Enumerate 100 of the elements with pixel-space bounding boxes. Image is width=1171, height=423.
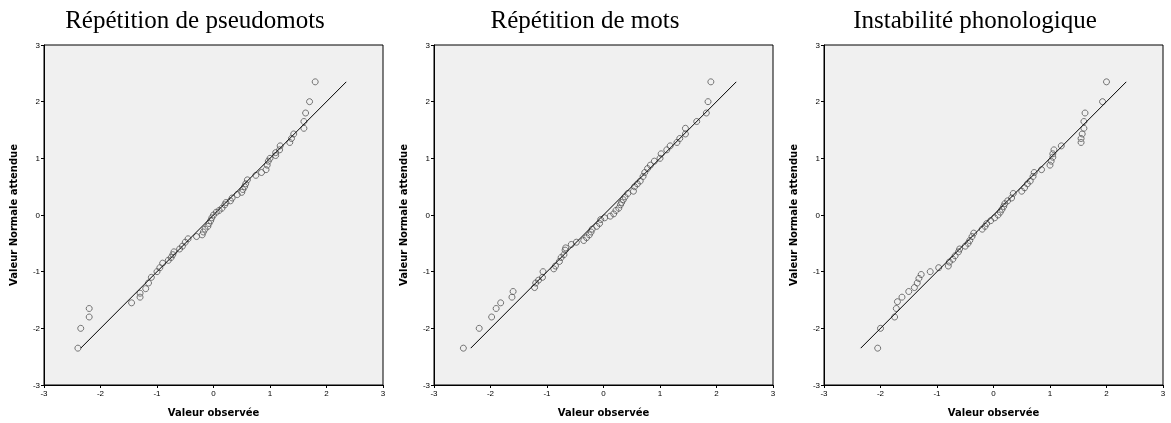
point <box>966 237 974 244</box>
point <box>641 169 649 176</box>
y-tick-label: 2 <box>35 97 41 107</box>
point <box>891 313 899 321</box>
point <box>535 276 543 284</box>
point <box>951 252 959 260</box>
point <box>935 264 943 272</box>
y-tick-label: -3 <box>812 380 821 390</box>
x-tick-label: -1 <box>153 388 162 398</box>
point <box>610 210 618 218</box>
y-tick-label: -3 <box>32 380 41 390</box>
point <box>1046 161 1054 169</box>
y-tick-label: 3 <box>815 40 821 50</box>
point <box>1049 150 1057 158</box>
point <box>666 142 674 150</box>
point <box>681 130 689 138</box>
point <box>1029 172 1037 180</box>
chart-title: Instabilité phonologique <box>853 6 1097 33</box>
point <box>1078 130 1086 138</box>
point <box>1021 184 1029 192</box>
y-tick-label: -2 <box>422 323 431 333</box>
y-tick-label: -2 <box>32 323 41 333</box>
y-tick-label: 2 <box>815 97 821 107</box>
point <box>475 324 483 332</box>
point <box>954 248 962 256</box>
y-tick-label: -3 <box>422 380 431 390</box>
point <box>1103 78 1110 86</box>
point <box>994 211 1002 219</box>
x-tick-label: -2 <box>876 388 885 398</box>
point <box>987 217 995 225</box>
y-tick-label: 0 <box>425 210 431 220</box>
x-tick-label: 1 <box>657 388 663 398</box>
point <box>624 189 632 197</box>
point <box>663 146 671 154</box>
x-tick-label: 2 <box>1104 388 1110 398</box>
point <box>657 150 665 158</box>
y-tick-label: 1 <box>35 153 41 163</box>
point <box>550 265 558 273</box>
point <box>633 180 641 188</box>
point <box>488 313 496 321</box>
y-tick-label: 1 <box>815 153 821 163</box>
point <box>1080 124 1088 132</box>
chart-title: Répétition de pseudomots <box>65 6 325 33</box>
point <box>991 214 999 222</box>
point <box>597 216 605 224</box>
point <box>636 177 644 185</box>
point <box>459 344 467 352</box>
x-tick-label: 0 <box>211 388 217 398</box>
point <box>538 273 546 281</box>
point <box>1026 177 1034 185</box>
point <box>580 237 588 244</box>
point <box>1077 135 1085 142</box>
chart-title: Répétition de mots <box>490 6 680 33</box>
point <box>1080 118 1088 125</box>
point <box>560 251 568 259</box>
point <box>606 212 614 220</box>
point <box>1050 146 1058 154</box>
point <box>1047 157 1055 165</box>
point <box>910 284 918 292</box>
point <box>1049 153 1057 161</box>
point <box>650 157 658 165</box>
y-tick-label: 3 <box>425 40 431 50</box>
x-tick-label: 1 <box>1047 388 1053 398</box>
point <box>877 324 884 332</box>
point <box>1000 203 1008 210</box>
x-tick-label: 2 <box>714 388 720 398</box>
point <box>964 239 972 247</box>
point <box>631 183 639 191</box>
y-tick-label: 1 <box>425 153 431 163</box>
point <box>983 220 991 227</box>
point <box>531 284 539 292</box>
point <box>601 214 609 222</box>
point <box>1001 200 1009 208</box>
point <box>915 274 923 282</box>
point <box>555 257 563 265</box>
x-tick-label: -2 <box>486 388 495 398</box>
point <box>621 193 629 201</box>
point <box>583 234 591 242</box>
point <box>1008 194 1016 202</box>
y-tick-label: -1 <box>32 267 41 277</box>
y-tick-label: 0 <box>815 210 821 220</box>
point <box>944 262 952 270</box>
x-axis-title: Valeur observée <box>167 406 260 418</box>
point <box>585 231 593 239</box>
point <box>532 279 540 287</box>
point <box>1057 142 1065 150</box>
point <box>612 206 620 214</box>
point <box>998 205 1006 213</box>
y-tick-label: 2 <box>425 97 431 107</box>
point <box>539 268 547 276</box>
x-tick-label: 0 <box>601 388 607 398</box>
point <box>1038 166 1046 174</box>
point <box>926 268 934 276</box>
point <box>707 78 715 86</box>
point <box>673 138 681 146</box>
point <box>551 262 559 270</box>
point <box>898 293 906 301</box>
point <box>508 293 516 301</box>
point <box>656 154 664 162</box>
point <box>1004 197 1012 205</box>
